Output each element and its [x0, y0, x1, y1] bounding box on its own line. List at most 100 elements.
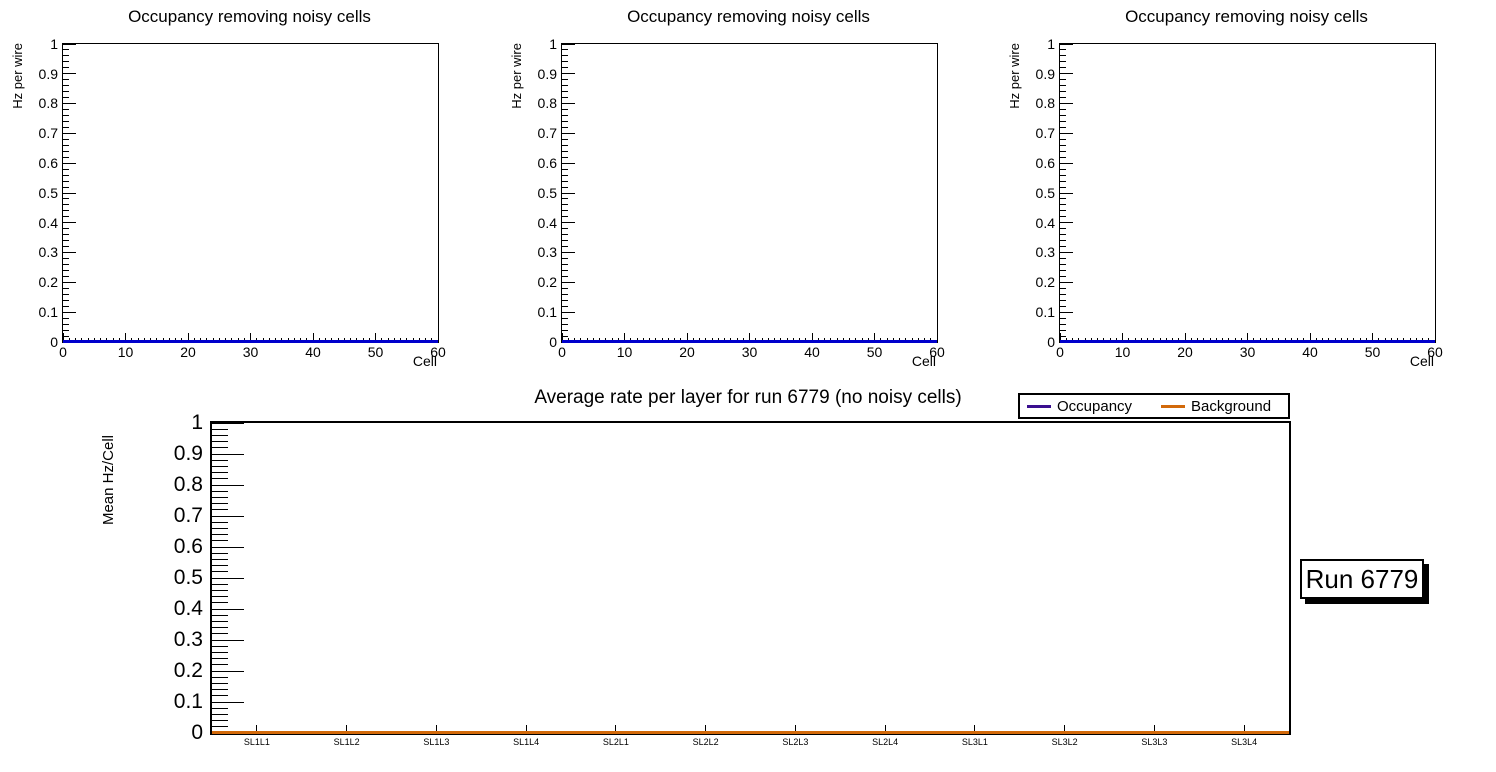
y-axis-tick — [63, 180, 69, 182]
y-axis-tick — [212, 503, 228, 505]
x-axis-tick — [1347, 337, 1348, 342]
y-axis-tick — [63, 132, 76, 134]
x-axis-tick — [617, 337, 619, 342]
y-axis-tick — [63, 150, 69, 152]
y-axis-tick — [63, 109, 69, 111]
y-axis-tick — [212, 645, 228, 647]
x-axis-tick — [1409, 337, 1411, 342]
y-axis-tick — [63, 79, 69, 81]
x-axis-tick — [318, 337, 320, 342]
y-axis-tick — [1060, 252, 1073, 254]
x-axis-tick — [855, 337, 857, 342]
x-axis-tick — [62, 333, 64, 342]
x-axis-tick — [256, 725, 258, 733]
y-axis-tick — [562, 204, 568, 206]
y-axis-tick — [1060, 228, 1066, 230]
x-axis-tick — [849, 337, 850, 342]
x-axis-tick — [75, 337, 76, 342]
x-axis-tick — [730, 337, 732, 342]
x-axis-tick — [1365, 337, 1367, 342]
x-axis-tick — [1064, 725, 1066, 733]
x-axis-tick — [368, 337, 370, 342]
x-axis-tick — [118, 337, 120, 342]
y-axis-tick — [212, 515, 244, 517]
x-axis-tick — [243, 337, 245, 342]
x-axis-tick — [767, 337, 769, 342]
y-axis-tick — [1060, 85, 1066, 87]
x-axis-tick-label: SL1L3 — [423, 737, 450, 747]
y-axis-tick — [212, 608, 244, 610]
y-axis-tick — [562, 216, 568, 218]
x-axis-tick — [724, 337, 725, 342]
x-axis-tick — [300, 337, 301, 342]
y-axis-tick-label: 0 — [1047, 333, 1055, 350]
x-axis-tick — [811, 333, 813, 342]
x-axis-tick — [580, 337, 582, 342]
legend-label-occupancy: Occupancy — [1057, 397, 1133, 415]
y-axis-tick — [1060, 222, 1073, 224]
x-axis-tick — [350, 337, 351, 342]
x-axis-tick — [287, 337, 289, 342]
x-axis-tick — [567, 337, 569, 342]
y-axis-tick — [562, 329, 568, 331]
y-axis-tick — [562, 299, 568, 301]
y-axis-tick-label: 0.8 — [537, 95, 557, 112]
x-axis-tick-label: SL3L4 — [1231, 737, 1258, 747]
y-axis-tick — [212, 726, 228, 728]
y-axis-tick — [212, 552, 228, 554]
y-axis-tick — [562, 126, 568, 128]
y-axis-tick — [1060, 275, 1066, 277]
x-axis-tick — [187, 333, 189, 342]
y-axis-tick — [212, 577, 244, 579]
x-axis-tick-label: 10 — [1114, 344, 1131, 360]
y-axis-tick — [562, 150, 568, 152]
x-axis-tick-label: 0 — [59, 344, 67, 360]
y-axis-tick — [1060, 246, 1066, 248]
x-axis-tick — [1059, 333, 1061, 342]
x-axis-tick-label: 30 — [242, 344, 259, 360]
y-axis-tick — [212, 633, 228, 635]
x-axis-tick — [1384, 337, 1386, 342]
y-axis-tick — [212, 565, 228, 567]
y-axis-tick — [212, 639, 244, 641]
y-axis-tick — [63, 311, 76, 313]
y-axis-tick — [212, 453, 244, 455]
y-axis-tick — [63, 258, 69, 260]
y-axis-tick — [63, 216, 69, 218]
run-label-box: Run 6779 — [1300, 559, 1424, 599]
y-axis-tick — [562, 293, 568, 295]
y-axis-tick — [1060, 67, 1066, 69]
y-axis-tick-label: 0.1 — [173, 690, 203, 714]
y-axis-tick — [1060, 281, 1073, 283]
y-axis-tick — [1060, 305, 1066, 307]
y-axis-tick — [1060, 138, 1066, 140]
y-axis-tick — [63, 174, 69, 176]
x-axis-tick — [1228, 337, 1230, 342]
x-axis-tick — [1265, 337, 1267, 342]
y-axis-tick — [1060, 49, 1066, 51]
x-axis-tick — [1259, 337, 1261, 342]
x-axis-tick — [1353, 337, 1355, 342]
y-axis-tick — [63, 186, 69, 188]
x-axis-tick — [193, 337, 195, 342]
y-axis-tick — [1060, 210, 1066, 212]
x-axis-tick-label: SL1L1 — [243, 737, 270, 747]
x-axis-tick — [206, 337, 208, 342]
y-axis-tick — [63, 55, 69, 57]
x-axis-tick — [400, 337, 401, 342]
x-axis-tick-label: 40 — [804, 344, 820, 360]
y-axis-tick — [1060, 55, 1066, 57]
y-axis-tick-label: 0.9 — [1035, 65, 1055, 82]
x-axis-tick — [387, 337, 389, 342]
y-axis-tick — [212, 689, 228, 691]
y-axis-tick-label: 0 — [50, 333, 58, 350]
x-axis-tick — [1184, 333, 1186, 342]
y-axis-tick — [1060, 120, 1066, 122]
y-axis-title: Hz per wire — [509, 43, 524, 109]
x-axis-tick-label: 30 — [741, 344, 758, 360]
x-axis-tick — [175, 337, 176, 342]
x-axis-tick — [836, 337, 838, 342]
y-axis-tick — [1060, 126, 1066, 128]
x-axis-tick-label: 20 — [679, 344, 695, 360]
